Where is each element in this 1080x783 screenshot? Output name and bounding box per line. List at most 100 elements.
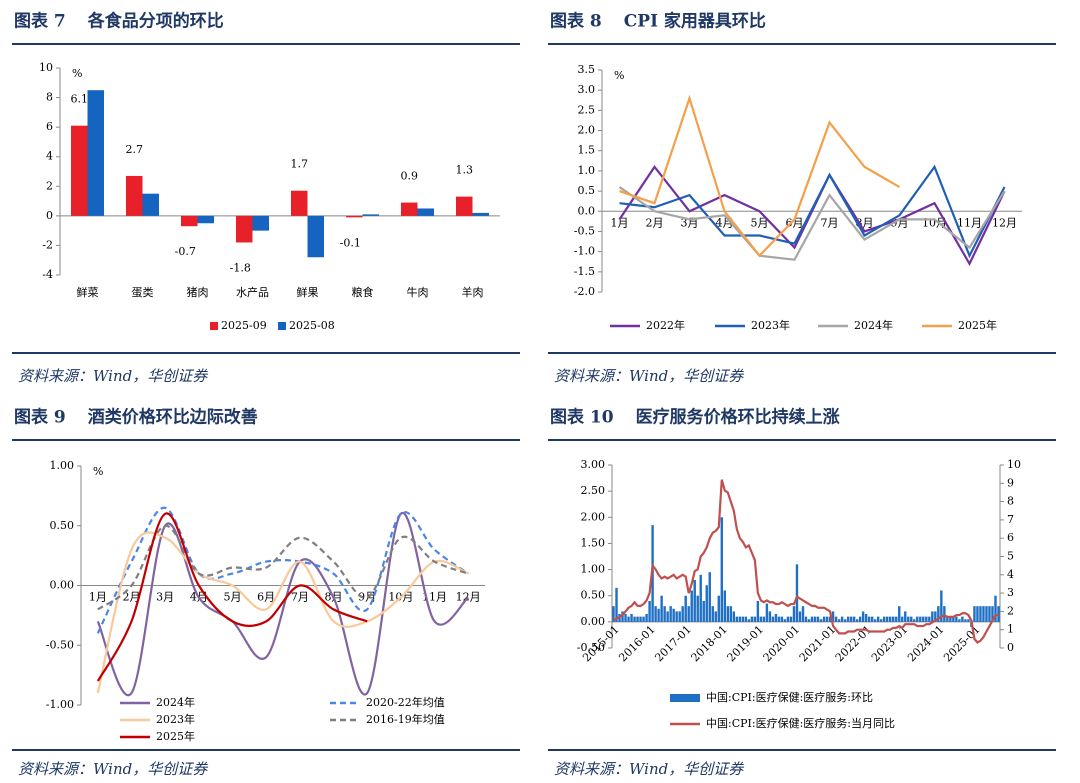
source-note: 资料来源：Wind，华创证券 xyxy=(554,760,744,778)
bar xyxy=(858,616,862,622)
bar xyxy=(672,608,675,622)
series-line xyxy=(97,524,469,611)
y-tick-label: 2 xyxy=(46,179,53,192)
x-tick-label: 2月 xyxy=(646,216,664,229)
series-line xyxy=(96,512,368,682)
bar xyxy=(729,606,733,622)
legend-swatch xyxy=(670,694,700,702)
bar xyxy=(633,616,636,622)
data-label: 1.3 xyxy=(456,164,474,177)
bar xyxy=(612,606,615,622)
bar xyxy=(867,616,871,622)
bar xyxy=(669,606,672,622)
bar xyxy=(901,616,904,622)
x-tick-label: 2019-01 xyxy=(725,623,767,665)
series-line xyxy=(619,164,1006,259)
x-tick-label: 2021-01 xyxy=(797,623,839,665)
figure-title: 酒类价格环比边际改善 xyxy=(88,407,258,428)
bar xyxy=(684,595,687,622)
y-tick-label: 3 xyxy=(1007,586,1014,599)
legend-label: 2016-19年均值 xyxy=(366,712,445,726)
y-tick-label: 3.0 xyxy=(578,83,596,96)
y-tick-label: 0.00 xyxy=(50,579,75,592)
bar xyxy=(852,616,856,622)
legend-label: 2024年 xyxy=(854,318,893,332)
bar xyxy=(825,616,829,622)
data-label: -1.8 xyxy=(230,261,251,274)
bar xyxy=(913,619,916,622)
series-line xyxy=(96,506,469,634)
bar xyxy=(627,616,630,622)
bar xyxy=(615,587,618,622)
bar xyxy=(988,606,991,622)
bar xyxy=(846,616,850,622)
bar xyxy=(789,616,793,622)
bar xyxy=(741,616,745,622)
bar xyxy=(876,616,880,622)
bar xyxy=(307,215,324,258)
bar xyxy=(401,202,418,216)
legend-label: 中国:CPI:医疗保健:医疗服务:当月同比 xyxy=(706,716,895,730)
bar xyxy=(786,616,790,622)
y-axis-label: % xyxy=(614,69,624,82)
bar xyxy=(759,616,763,622)
bar xyxy=(810,616,814,622)
bar xyxy=(892,616,895,622)
x-tick-label: 2025-01 xyxy=(941,623,983,665)
bar xyxy=(636,616,639,622)
bar xyxy=(762,616,766,622)
legend-swatch xyxy=(278,322,286,330)
bar xyxy=(907,616,910,622)
y-tick-label: 0.50 xyxy=(50,519,75,532)
x-tick-label: 5月 xyxy=(751,216,769,229)
y-tick-label: 1 xyxy=(1007,623,1014,636)
bar xyxy=(834,616,838,622)
bar xyxy=(645,614,648,622)
x-tick-label: 5月 xyxy=(224,591,242,604)
y-tick-label: 2.50 xyxy=(581,484,606,497)
bar xyxy=(889,616,892,622)
bar xyxy=(687,606,690,622)
bar xyxy=(708,572,711,622)
x-tick-label: 鲜果 xyxy=(297,285,319,299)
x-tick-label: 粮食 xyxy=(352,285,374,299)
data-label: 1.7 xyxy=(291,158,309,171)
x-tick-label: 3月 xyxy=(156,591,174,604)
figure-title: 医疗服务价格环比持续上涨 xyxy=(636,407,840,428)
y-tick-label: 4 xyxy=(1007,568,1014,581)
bar xyxy=(705,585,708,622)
bar xyxy=(362,214,379,216)
bar xyxy=(750,616,754,622)
legend-label: 2024年 xyxy=(156,695,195,709)
x-tick-label: 1月 xyxy=(611,216,629,229)
y-tick-label: 3.5 xyxy=(578,63,596,76)
bar xyxy=(955,616,958,622)
bar xyxy=(756,600,760,622)
y-tick-label: 2 xyxy=(1007,604,1014,617)
y-tick-label: 0.50 xyxy=(581,589,606,602)
y-tick-label: 0 xyxy=(1007,641,1014,654)
bar xyxy=(681,606,684,622)
y-tick-label: -2 xyxy=(42,238,53,251)
x-tick-label: 牛肉 xyxy=(407,285,429,299)
legend-label: 2025年 xyxy=(156,729,195,743)
bar xyxy=(922,616,925,622)
bar xyxy=(798,611,802,622)
bar xyxy=(792,606,796,622)
x-tick-label: 2020-01 xyxy=(761,623,803,665)
bar xyxy=(71,125,88,216)
x-tick-label: 12月 xyxy=(992,216,1017,229)
bar xyxy=(925,616,928,622)
bar xyxy=(940,590,943,622)
x-tick-label: 2月 xyxy=(123,591,141,604)
bar xyxy=(753,616,757,622)
bar xyxy=(648,600,651,622)
bar xyxy=(654,606,657,622)
y-tick-label: 1.00 xyxy=(50,459,75,472)
bar xyxy=(949,616,952,622)
bar xyxy=(819,619,823,622)
y-tick-label: 10 xyxy=(39,61,53,74)
bar xyxy=(777,616,781,622)
bar xyxy=(813,616,817,622)
